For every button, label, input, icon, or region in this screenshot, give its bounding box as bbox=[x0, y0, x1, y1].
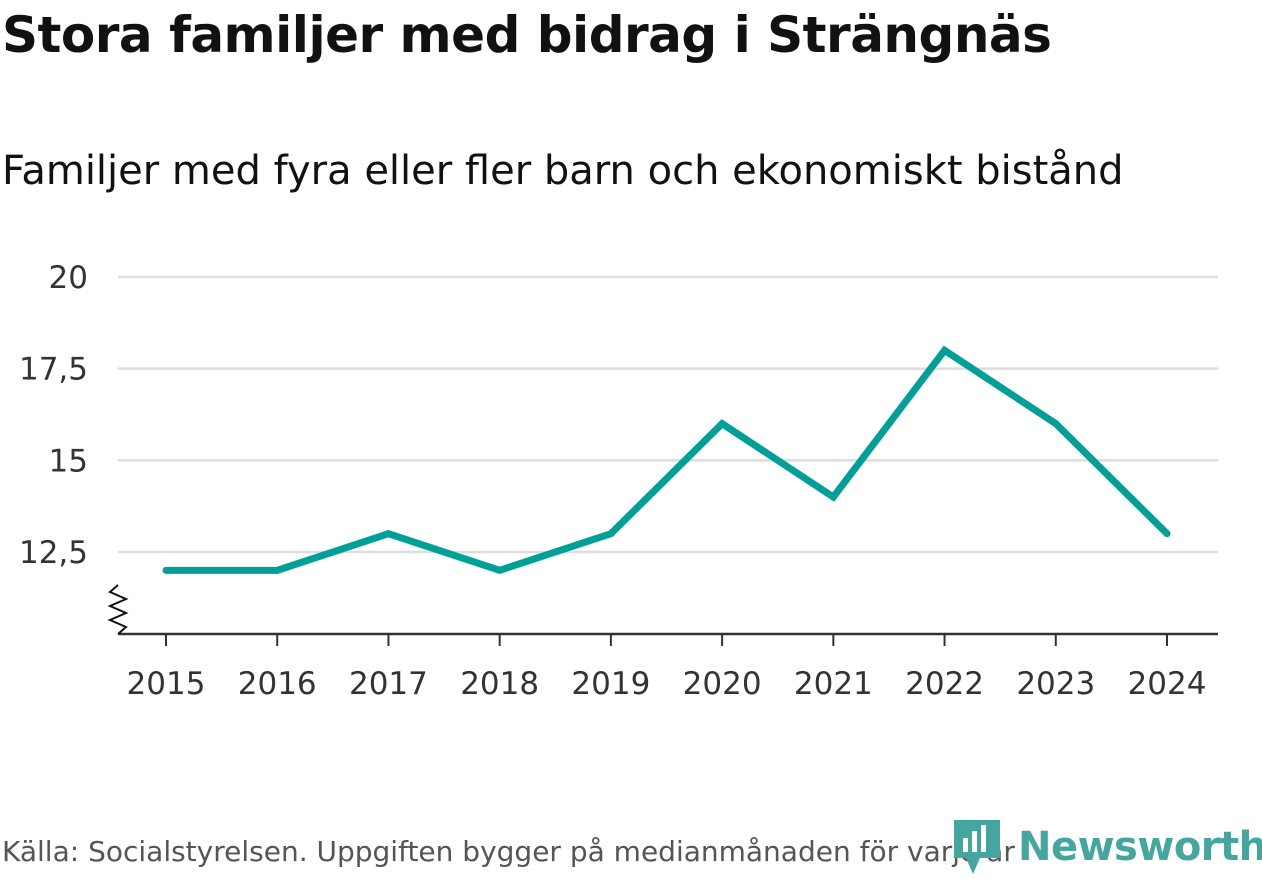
series-line bbox=[166, 345, 1170, 575]
source-note: Källa: Socialstyrelsen. Uppgiften bygger… bbox=[2, 835, 1015, 868]
data-point bbox=[829, 493, 837, 501]
x-tick-label: 2021 bbox=[794, 666, 873, 702]
brand-name: Newsworthy bbox=[1018, 824, 1262, 870]
data-point bbox=[273, 566, 281, 574]
axis-break-icon bbox=[107, 584, 129, 635]
data-point bbox=[1052, 420, 1060, 428]
brand-logo: Newsworthy bbox=[952, 818, 1262, 876]
y-tick-label: 17,5 bbox=[19, 352, 88, 388]
y-tick-label: 20 bbox=[49, 260, 88, 296]
gridlines bbox=[118, 275, 1218, 554]
x-axis-ticks: 2015 2016 2017 2018 2019 2020 2021 2022 2023 2024 bbox=[127, 634, 1207, 702]
x-tick-label: 2018 bbox=[460, 666, 539, 702]
y-tick-label: 15 bbox=[49, 443, 88, 479]
x-tick-label: 2017 bbox=[349, 666, 428, 702]
data-point bbox=[718, 420, 726, 428]
newsworthy-logo-icon bbox=[954, 820, 1000, 874]
x-tick-label: 2016 bbox=[238, 666, 317, 702]
series bbox=[162, 345, 1171, 575]
x-axis bbox=[107, 584, 1218, 636]
x-tick-label: 2015 bbox=[127, 666, 206, 702]
x-tick-label: 2020 bbox=[683, 666, 762, 702]
data-point bbox=[607, 530, 615, 538]
y-axis-ticks: 12,5 15 17,5 20 bbox=[19, 260, 88, 571]
x-tick-label: 2023 bbox=[1016, 666, 1095, 702]
y-tick-label: 12,5 bbox=[19, 535, 88, 571]
chart-subtitle: Familjer med fyra eller fler barn och ek… bbox=[2, 148, 1124, 194]
data-point bbox=[384, 530, 392, 538]
data-point bbox=[1163, 530, 1171, 538]
x-tick-label: 2024 bbox=[1128, 666, 1207, 702]
x-tick-label: 2019 bbox=[571, 666, 650, 702]
chart-title: Stora familjer med bidrag i Strängnäs bbox=[2, 6, 1052, 64]
data-point bbox=[162, 566, 170, 574]
data-point bbox=[941, 346, 949, 354]
x-tick-label: 2022 bbox=[905, 666, 984, 702]
data-point bbox=[496, 566, 504, 574]
